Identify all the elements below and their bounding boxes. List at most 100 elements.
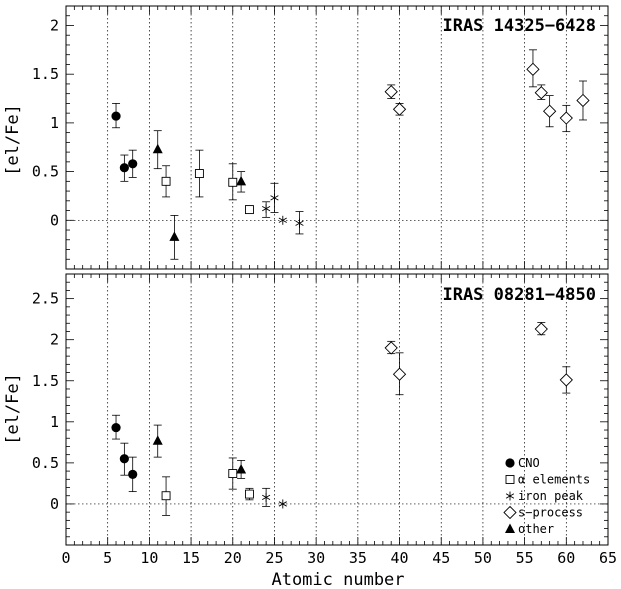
- data-point: [236, 175, 247, 186]
- data-point: [161, 491, 171, 501]
- data-point: [119, 454, 129, 464]
- series-alpha-elements: [161, 457, 254, 516]
- data-point: [236, 463, 247, 474]
- data-point: [152, 143, 163, 154]
- x-tick-label: 0: [61, 549, 70, 567]
- data-point: [384, 85, 398, 99]
- y-tick-label: 0.5: [32, 454, 59, 472]
- series-CNO: [111, 103, 138, 182]
- x-tick-label: 25: [265, 549, 283, 567]
- data-point-stroke: [295, 220, 304, 226]
- panel-bottom: IRAS 08281−4850 [el/Fe] Atomic number: [3, 285, 596, 589]
- series-iron-peak: [262, 487, 287, 509]
- y-tick-label: 0: [50, 495, 59, 513]
- y-axis-label-bottom: [el/Fe]: [3, 373, 23, 445]
- y-tick-label: 2: [50, 331, 59, 349]
- data-point-stroke: [262, 494, 271, 501]
- x-tick-label: 35: [349, 549, 367, 567]
- legend-marker: [505, 475, 515, 484]
- data-point: [244, 489, 254, 499]
- data-point-stroke: [270, 195, 279, 201]
- data-point: [262, 492, 271, 502]
- legend-marker: [505, 458, 515, 468]
- data-point: [278, 215, 287, 225]
- y-tick-label: 1.5: [32, 65, 59, 83]
- x-tick-label: 60: [557, 549, 575, 567]
- x-tick-label: 50: [474, 549, 492, 567]
- data-point: [128, 469, 138, 479]
- legend-label: s−process: [518, 506, 583, 520]
- y-tick-label: 2.5: [32, 290, 59, 308]
- series-other: [152, 424, 247, 479]
- data-point: [526, 62, 540, 76]
- data-point-stroke: [278, 217, 287, 223]
- x-tick-label: 40: [391, 549, 409, 567]
- data-point: [270, 193, 279, 203]
- legend-label: iron peak: [518, 489, 584, 503]
- legend-label: α elements: [518, 473, 590, 487]
- data-point: [559, 111, 573, 125]
- panel-title-top: IRAS 14325−6428: [442, 16, 596, 36]
- y-tick-label: 2: [50, 16, 59, 34]
- y-tick-label: 0.5: [32, 163, 59, 181]
- data-point: [169, 231, 180, 241]
- legend-marker-stroke: [505, 493, 515, 499]
- y-tick-label: 1.5: [32, 372, 59, 390]
- y-tick-label: 1: [50, 413, 59, 431]
- data-point: [119, 163, 129, 173]
- data-point: [228, 469, 238, 479]
- data-point: [534, 86, 548, 100]
- series-s-process: [384, 49, 590, 133]
- x-tick-label: 15: [182, 549, 200, 567]
- x-tick-label: 55: [516, 549, 534, 567]
- data-point: [384, 341, 398, 355]
- data-point: [559, 373, 573, 387]
- data-point: [262, 204, 271, 214]
- plot-layer: 00.511.520 5 10 15 20 25 30 35 40 45 50 55 60 6500.51…: [32, 5, 617, 567]
- data-point: [295, 218, 304, 228]
- panel-top: IRAS 14325−6428 [el/Fe]: [3, 16, 596, 176]
- data-point: [542, 104, 557, 118]
- y-axis-label-top: [el/Fe]: [3, 104, 23, 176]
- x-axis-label: Atomic number: [271, 570, 404, 589]
- plot-frame: [65, 273, 609, 546]
- data-point: [392, 367, 407, 381]
- data-point: [161, 176, 171, 186]
- legend: CNO α elements iron peak s−process other: [503, 456, 590, 536]
- legend-label: other: [518, 522, 554, 536]
- x-tick-label: 5: [103, 549, 112, 567]
- x-tick-label: 30: [307, 549, 325, 567]
- legend-label: CNO: [518, 456, 540, 470]
- data-point: [576, 93, 590, 108]
- data-point-stroke: [262, 205, 271, 212]
- y-tick-label: 1: [50, 114, 59, 132]
- data-point: [111, 111, 121, 121]
- data-point: [194, 169, 204, 178]
- data-point-stroke: [278, 501, 287, 507]
- data-point: [244, 205, 254, 215]
- data-point: [228, 177, 238, 187]
- plot-area-1: 0 5 10 15 20 25 30 35 40 45 50 55 60 65 0 0.5 1 1.5 2 2.5 CN…: [32, 273, 617, 567]
- data-point: [152, 435, 163, 445]
- data-point: [534, 322, 548, 336]
- data-point: [128, 159, 138, 169]
- series-iron-peak: [262, 182, 304, 235]
- series-other: [152, 130, 247, 260]
- legend-marker: [505, 523, 515, 533]
- plot-frame: [65, 5, 609, 270]
- data-point: [111, 422, 121, 433]
- x-tick-label: 20: [224, 549, 242, 567]
- panel-title-bottom: IRAS 08281−4850: [442, 285, 596, 305]
- y-tick-label: 0: [50, 211, 59, 229]
- plot-area-0: 0 0.5 1 1.5 2: [32, 5, 609, 270]
- x-tick-label: 10: [140, 549, 158, 567]
- x-tick-label: 65: [599, 549, 617, 567]
- legend-marker: [505, 491, 515, 501]
- series-alpha-elements: [161, 149, 254, 215]
- legend-marker: [503, 505, 517, 520]
- x-tick-label: 45: [432, 549, 450, 567]
- data-point: [392, 102, 407, 116]
- data-point: [278, 499, 287, 509]
- series-s-process: [384, 322, 573, 396]
